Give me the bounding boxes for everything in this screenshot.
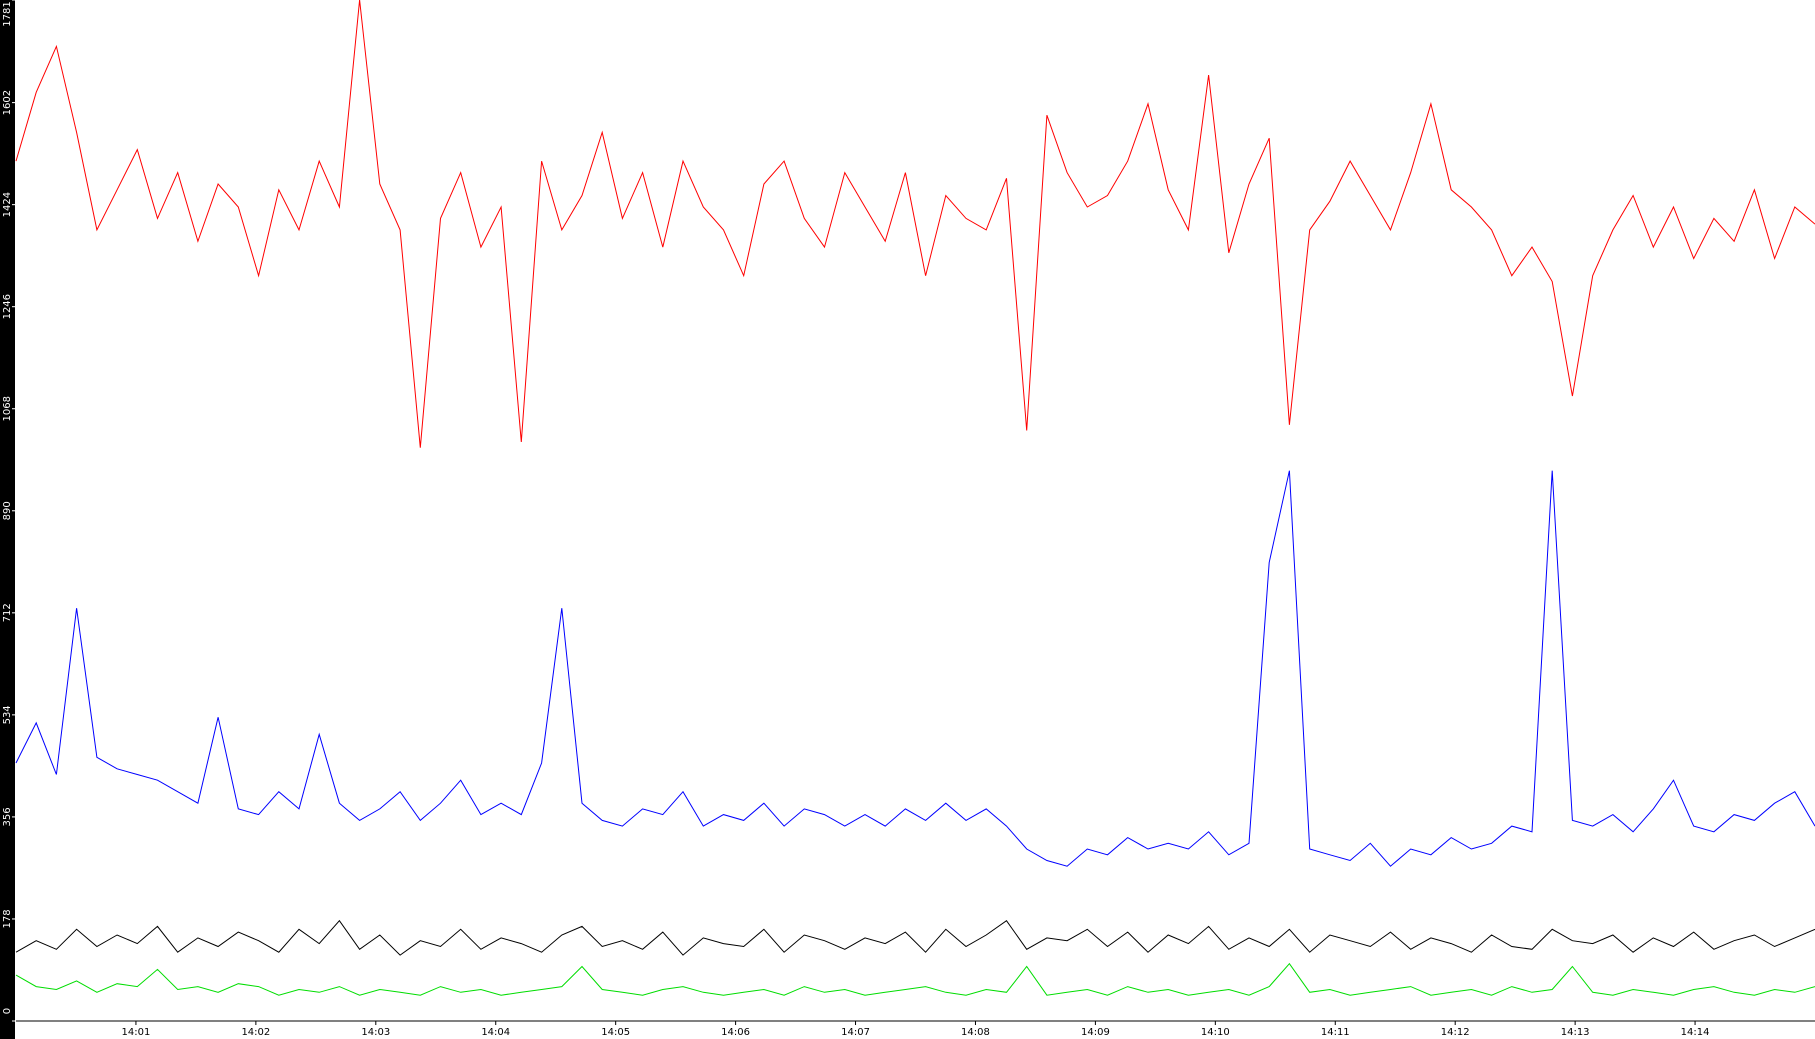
y-tick-label: 178 xyxy=(2,909,13,928)
series-line xyxy=(15,919,1815,956)
x-tick-label: 14:04 xyxy=(481,1027,510,1038)
x-tick-label: 14:09 xyxy=(1081,1027,1110,1038)
x-tick-label: 14:14 xyxy=(1681,1027,1710,1038)
x-tick-label: 14:08 xyxy=(961,1027,990,1038)
y-tick-label: 890 xyxy=(2,501,13,520)
series-line xyxy=(15,470,1815,867)
y-tick-label: 1424 xyxy=(2,192,13,217)
y-tick-label: 0 xyxy=(2,1008,13,1014)
x-tick-label: 14:05 xyxy=(601,1027,630,1038)
y-tick-label: 1068 xyxy=(2,396,13,421)
y-tick-label: 1602 xyxy=(2,90,13,115)
x-tick-label: 14:11 xyxy=(1321,1027,1350,1038)
x-tick-label: 14:13 xyxy=(1561,1027,1590,1038)
y-tick-label: 534 xyxy=(2,705,13,724)
x-tick-label: 14:01 xyxy=(122,1027,151,1038)
x-tick-label: 14:10 xyxy=(1201,1027,1230,1038)
series-line xyxy=(15,0,1815,448)
y-tick-label: 1246 xyxy=(2,294,13,319)
x-tick-label: 14:06 xyxy=(721,1027,750,1038)
series-line xyxy=(15,962,1815,996)
y-tick-label: 712 xyxy=(2,603,13,622)
x-tick-label: 14:03 xyxy=(361,1027,390,1038)
x-tick-label: 14:07 xyxy=(841,1027,870,1038)
x-tick-label: 14:02 xyxy=(241,1027,270,1038)
x-tick-label: 14:12 xyxy=(1441,1027,1470,1038)
y-axis-strip xyxy=(0,0,15,1039)
y-tick-label: 356 xyxy=(2,807,13,826)
y-tick-label: 1781 xyxy=(2,1,13,26)
